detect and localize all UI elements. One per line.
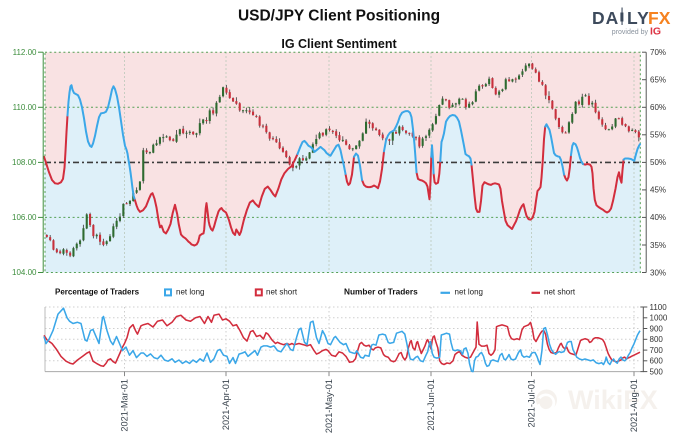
svg-text:500: 500 [650, 367, 664, 376]
svg-text:Number of Traders: Number of Traders [344, 287, 418, 297]
svg-text:2021-Apr-01: 2021-Apr-01 [221, 379, 231, 430]
svg-text:30%: 30% [650, 268, 666, 277]
svg-text:provided by: provided by [612, 29, 649, 36]
svg-text:USD/JPY Client Positioning: USD/JPY Client Positioning [238, 8, 440, 25]
svg-text:2021-Mar-01: 2021-Mar-01 [120, 379, 130, 432]
svg-text:45%: 45% [650, 186, 666, 195]
svg-text:40%: 40% [650, 213, 666, 222]
svg-text:IG: IG [650, 26, 661, 38]
svg-text:DA: DA [592, 8, 619, 28]
svg-text:55%: 55% [650, 131, 666, 140]
svg-text:800: 800 [650, 335, 664, 344]
svg-text:LY: LY [627, 8, 650, 28]
svg-text:Percentage of Traders: Percentage of Traders [55, 288, 140, 297]
svg-text:112.00: 112.00 [13, 48, 37, 57]
svg-text:110.00: 110.00 [13, 103, 37, 112]
svg-text:2021-Jul-01: 2021-Jul-01 [527, 379, 537, 428]
svg-text:65%: 65% [650, 76, 666, 85]
svg-text:108.00: 108.00 [12, 158, 37, 167]
svg-text:50%: 50% [650, 158, 666, 167]
svg-text:600: 600 [650, 357, 664, 366]
svg-text:net long: net long [176, 288, 204, 297]
svg-text:2021-Jun-01: 2021-Jun-01 [426, 379, 436, 431]
svg-text:net long: net long [455, 288, 483, 297]
svg-text:60%: 60% [650, 103, 666, 112]
svg-text:IG Client Sentiment: IG Client Sentiment [281, 37, 397, 51]
svg-text:70%: 70% [650, 48, 666, 57]
svg-text:net short: net short [544, 288, 576, 297]
svg-text:1100: 1100 [650, 303, 668, 312]
svg-text:35%: 35% [650, 241, 666, 250]
svg-text:2021-May-01: 2021-May-01 [324, 379, 334, 433]
svg-text:WikiFX: WikiFX [568, 385, 658, 415]
svg-text:700: 700 [650, 346, 664, 355]
svg-text:2021-Aug-01: 2021-Aug-01 [629, 379, 639, 432]
svg-text:900: 900 [650, 324, 664, 333]
svg-text:FX: FX [648, 8, 671, 28]
svg-text:106.00: 106.00 [12, 213, 37, 222]
svg-text:net short: net short [266, 288, 298, 297]
svg-text:1000: 1000 [650, 314, 668, 323]
svg-text:104.00: 104.00 [12, 268, 37, 277]
